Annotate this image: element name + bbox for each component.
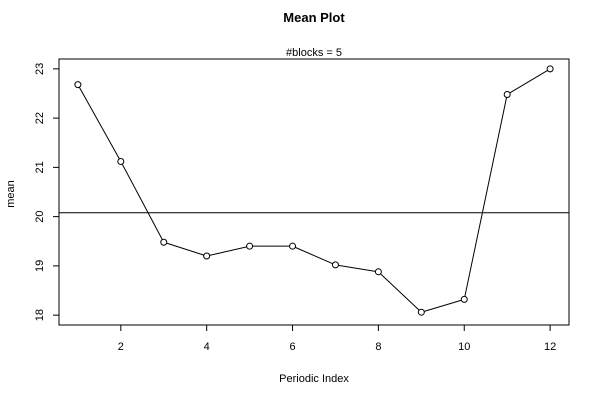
series-segment-7 (338, 264, 376, 272)
series-segment-11 (509, 69, 548, 94)
series-segment-6 (295, 246, 333, 265)
chart-subtitle: #blocks = 5 (286, 47, 342, 59)
data-point-4 (203, 252, 211, 260)
data-point-1 (74, 81, 82, 89)
series-segment-4 (209, 246, 247, 256)
chart-title: Mean Plot (283, 10, 345, 25)
data-point-8 (374, 268, 382, 276)
data-point-7 (331, 261, 339, 269)
x-tick-label-8: 8 (375, 341, 381, 353)
x-tick-label-12: 12 (544, 341, 556, 353)
data-point-12 (546, 65, 554, 73)
x-tick-label-6: 6 (289, 341, 295, 353)
plot-frame (58, 58, 570, 326)
series-segment-8 (380, 273, 420, 311)
y-tick-label-23: 23 (34, 63, 46, 75)
y-axis-label: mean (5, 180, 17, 208)
axes-group: 2 4 6 8 10 12 18 19 20 21 22 23 (34, 63, 556, 353)
x-tick-label-4: 4 (204, 341, 210, 353)
x-axis-label: Periodic Index (279, 373, 349, 385)
data-point-2 (117, 157, 125, 165)
data-point-9 (417, 308, 425, 316)
y-tick-label-21: 21 (34, 161, 46, 173)
series-segment-9 (424, 299, 462, 312)
y-tick-label-19: 19 (34, 260, 46, 272)
data-point-3 (160, 238, 168, 246)
y-tick-label-22: 22 (34, 112, 46, 124)
data-point-10 (460, 295, 468, 303)
marks-group (59, 65, 569, 316)
series-segment-1 (78, 86, 120, 160)
data-point-6 (289, 242, 297, 250)
x-tick-label-2: 2 (118, 341, 124, 353)
series-segment-2 (121, 163, 163, 240)
series-segment-10 (464, 97, 508, 297)
series-segment-3 (166, 242, 204, 256)
x-tick-label-10: 10 (458, 341, 470, 353)
y-tick-label-18: 18 (34, 309, 46, 321)
data-point-11 (503, 90, 511, 98)
data-point-5 (246, 242, 254, 250)
y-tick-label-20: 20 (34, 211, 46, 223)
